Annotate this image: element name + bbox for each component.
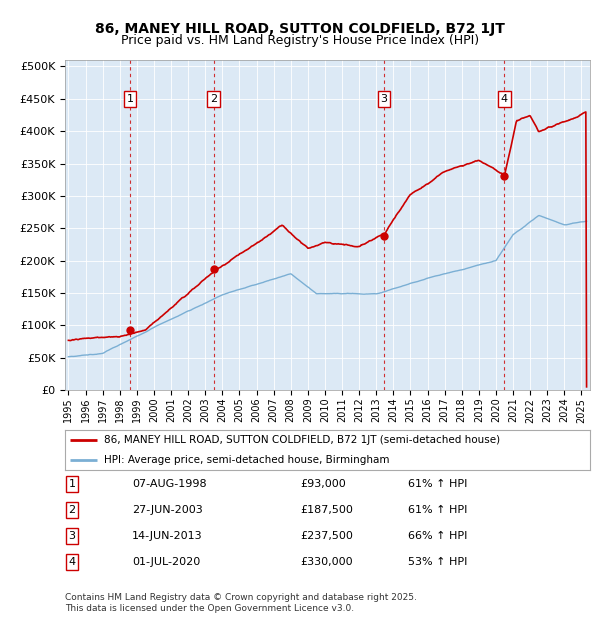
Text: 1: 1 bbox=[68, 479, 76, 489]
Text: 27-JUN-2003: 27-JUN-2003 bbox=[132, 505, 203, 515]
Text: 4: 4 bbox=[501, 94, 508, 104]
Text: 61% ↑ HPI: 61% ↑ HPI bbox=[408, 505, 467, 515]
Text: £237,500: £237,500 bbox=[300, 531, 353, 541]
Text: 07-AUG-1998: 07-AUG-1998 bbox=[132, 479, 206, 489]
Text: £330,000: £330,000 bbox=[300, 557, 353, 567]
Text: 2: 2 bbox=[68, 505, 76, 515]
Text: Contains HM Land Registry data © Crown copyright and database right 2025.
This d: Contains HM Land Registry data © Crown c… bbox=[65, 593, 416, 613]
Text: 3: 3 bbox=[68, 531, 76, 541]
Text: £93,000: £93,000 bbox=[300, 479, 346, 489]
Text: 86, MANEY HILL ROAD, SUTTON COLDFIELD, B72 1JT (semi-detached house): 86, MANEY HILL ROAD, SUTTON COLDFIELD, B… bbox=[104, 435, 500, 445]
Text: 53% ↑ HPI: 53% ↑ HPI bbox=[408, 557, 467, 567]
Text: 4: 4 bbox=[68, 557, 76, 567]
Text: 01-JUL-2020: 01-JUL-2020 bbox=[132, 557, 200, 567]
Text: 2: 2 bbox=[210, 94, 217, 104]
Text: 3: 3 bbox=[380, 94, 388, 104]
Text: 66% ↑ HPI: 66% ↑ HPI bbox=[408, 531, 467, 541]
Text: Price paid vs. HM Land Registry's House Price Index (HPI): Price paid vs. HM Land Registry's House … bbox=[121, 34, 479, 47]
Text: HPI: Average price, semi-detached house, Birmingham: HPI: Average price, semi-detached house,… bbox=[104, 455, 390, 465]
Text: £187,500: £187,500 bbox=[300, 505, 353, 515]
Text: 61% ↑ HPI: 61% ↑ HPI bbox=[408, 479, 467, 489]
Text: 86, MANEY HILL ROAD, SUTTON COLDFIELD, B72 1JT: 86, MANEY HILL ROAD, SUTTON COLDFIELD, B… bbox=[95, 22, 505, 36]
Text: 14-JUN-2013: 14-JUN-2013 bbox=[132, 531, 203, 541]
Text: 1: 1 bbox=[127, 94, 133, 104]
